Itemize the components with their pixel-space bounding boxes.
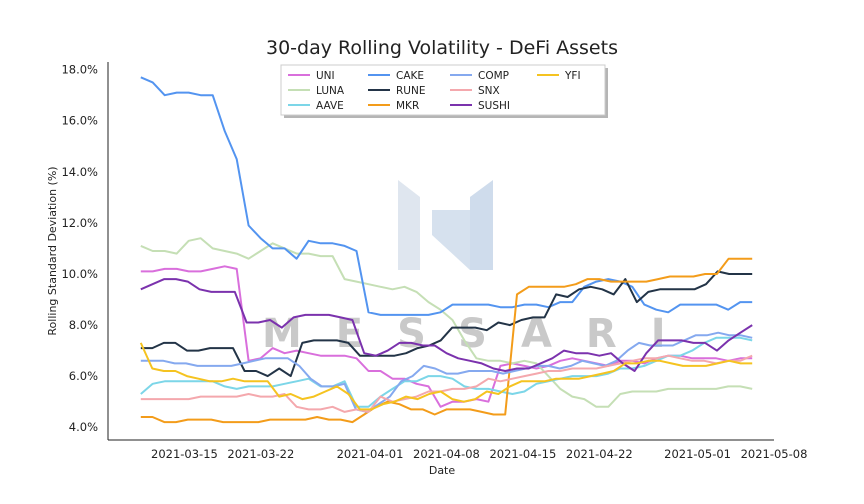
legend-label-comp: COMP	[478, 70, 509, 82]
series-line-sushi	[140, 278, 753, 372]
messari-logo-mark	[398, 180, 420, 270]
messari-watermark: MESSARI	[262, 180, 700, 357]
y-tick-label: 10.0%	[61, 267, 98, 281]
series-line-rune	[140, 270, 753, 378]
x-tick-label: 2021-03-15	[151, 447, 218, 461]
legend-label-rune: RUNE	[396, 85, 425, 97]
legend: UNI LUNA AAVE CAKE RUNE MKR COMP SNX SUSHI YFI	[280, 64, 608, 118]
series-lines	[139, 76, 753, 424]
series-line-yfi	[139, 342, 753, 411]
series-line-cake	[140, 76, 753, 316]
y-tick-label: 8.0%	[69, 318, 98, 332]
y-tick-label: 18.0%	[61, 63, 98, 77]
legend-label-mkr: MKR	[396, 100, 419, 112]
x-tick-label: 2021-04-01	[337, 447, 404, 461]
y-tick-label: 6.0%	[69, 369, 98, 383]
legend-label-uni: UNI	[316, 70, 335, 82]
x-axis-label: Date	[429, 464, 456, 477]
legend-label-snx: SNX	[478, 85, 500, 97]
messari-logo-mark	[432, 210, 470, 270]
legend-label-luna: LUNA	[316, 85, 345, 97]
messari-logo-mark	[470, 180, 493, 270]
series-line-comp	[140, 331, 753, 413]
x-tick-label: 2021-05-01	[664, 447, 731, 461]
series-line-luna	[140, 237, 753, 408]
y-axis-label: Rolling Standard Deviation (%)	[46, 166, 59, 335]
y-tick-label: 12.0%	[61, 216, 98, 230]
y-tick-label: 4.0%	[69, 420, 98, 434]
legend-label-yfi: YFI	[564, 70, 581, 82]
y-tick-label: 14.0%	[61, 165, 98, 179]
x-tick-label: 2021-05-08	[741, 447, 808, 461]
series-line-snx	[140, 354, 753, 413]
series-line-mkr	[140, 257, 753, 424]
legend-label-cake: CAKE	[396, 70, 424, 82]
y-axis-ticks: 4.0% 6.0% 8.0% 10.0% 12.0% 14.0% 16.0% 18.0%	[61, 63, 98, 435]
watermark-text: MESSARI	[262, 311, 700, 357]
legend-box	[280, 64, 606, 116]
x-tick-label: 2021-03-22	[227, 447, 294, 461]
x-axis-ticks: 2021-03-15 2021-03-22 2021-04-01 2021-04-08…	[151, 447, 807, 461]
chart-title: 30-day Rolling Volatility - DeFi Assets	[266, 37, 618, 59]
x-tick-label: 2021-04-08	[413, 447, 480, 461]
x-tick-label: 2021-04-15	[489, 447, 556, 461]
x-tick-label: 2021-04-22	[566, 447, 633, 461]
y-tick-label: 16.0%	[61, 114, 98, 128]
legend-label-sushi: SUSHI	[478, 100, 510, 112]
legend-label-aave: AAVE	[316, 100, 344, 112]
series-line-aave	[140, 336, 753, 408]
